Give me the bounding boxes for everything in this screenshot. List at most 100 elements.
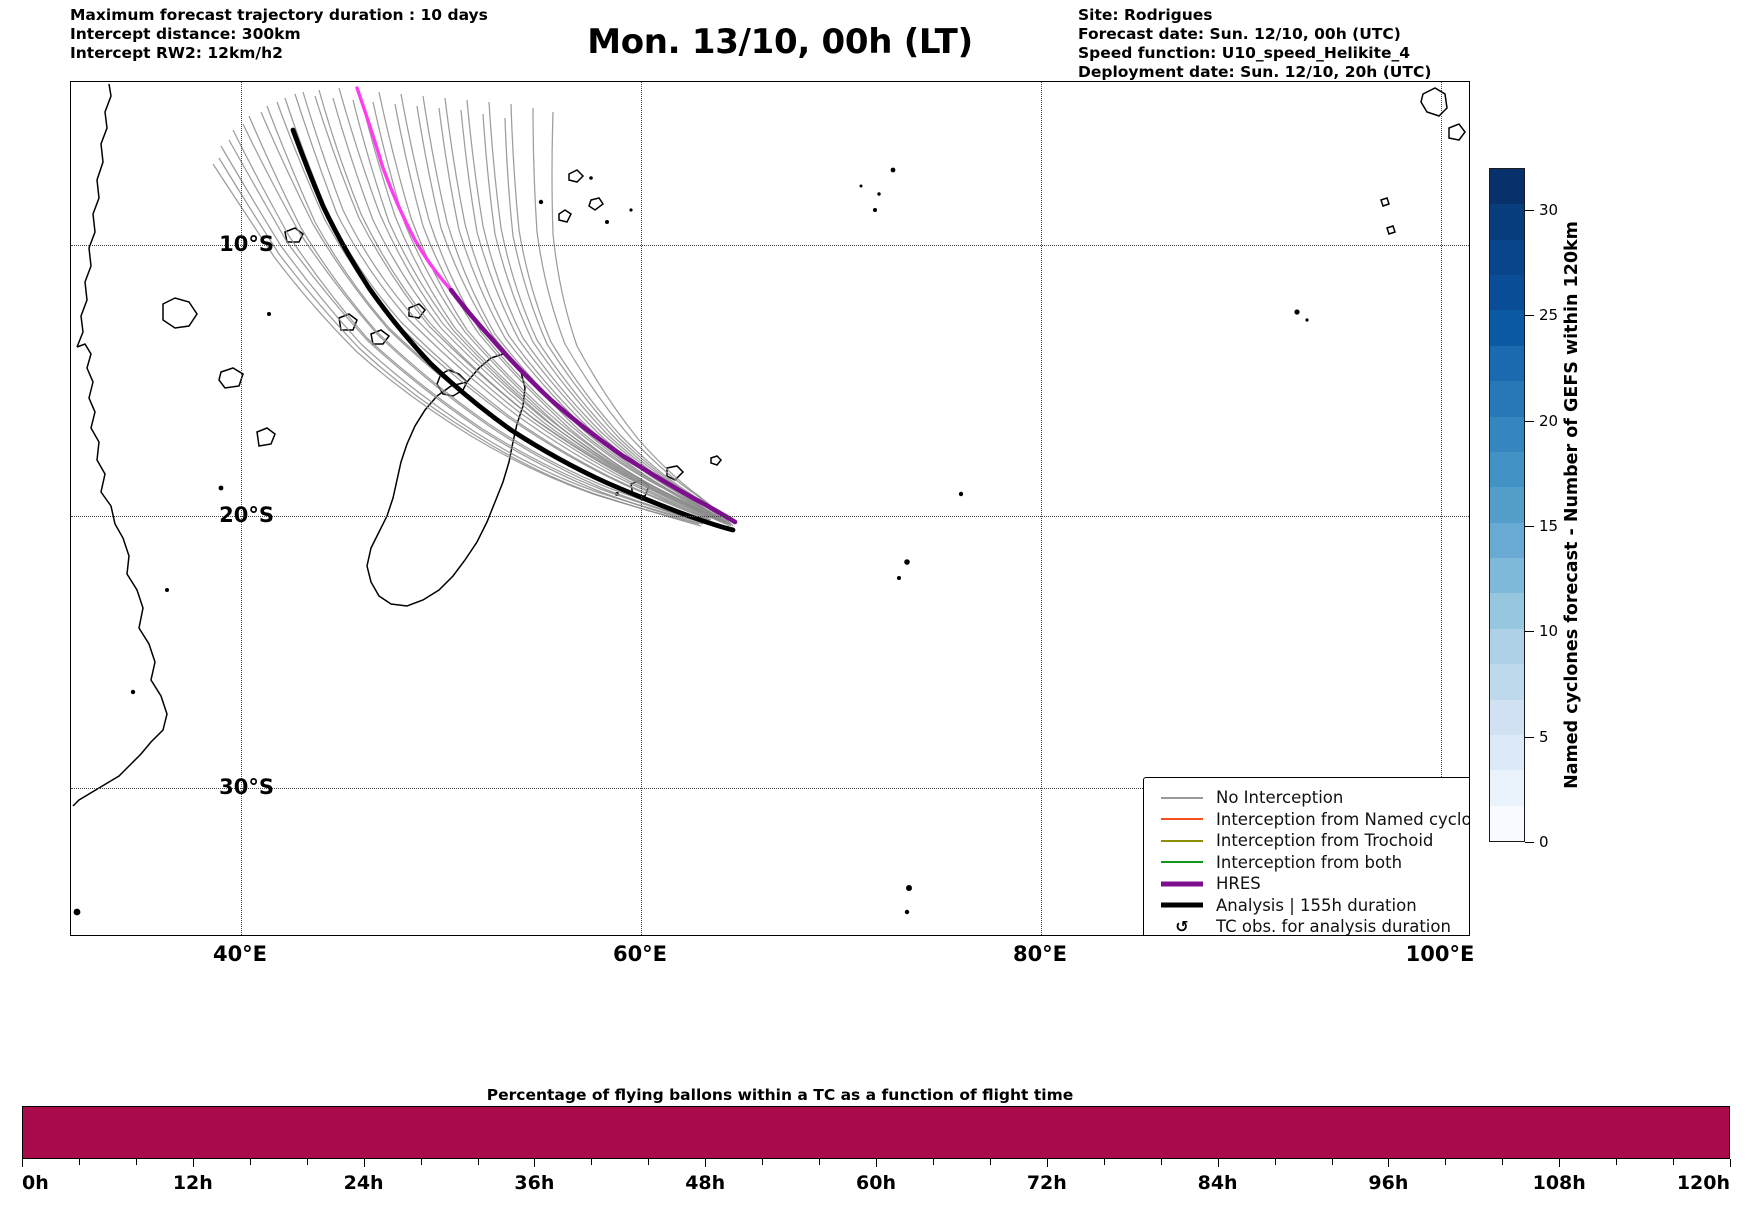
bar-ticklabel-12h: 12h xyxy=(172,1172,213,1194)
bar-tick-96h xyxy=(1388,1159,1390,1167)
bar-tick-48h xyxy=(705,1159,707,1167)
colorbar-ticklabel-0: 0 xyxy=(1539,833,1549,851)
legend-label-no-interception: No Interception xyxy=(1216,788,1344,807)
map-vector-layer xyxy=(72,83,1466,916)
colorbar-tick-0 xyxy=(1525,842,1534,843)
gridline-lat-30S xyxy=(71,788,1469,789)
legend-swatch-interception-named-cyclone xyxy=(1156,813,1208,825)
legend-label-analysis: Analysis | 155h duration xyxy=(1216,895,1417,915)
colorbar-tick-5 xyxy=(1525,737,1534,738)
analysis-track xyxy=(290,127,736,533)
colorbar-tick-30 xyxy=(1525,210,1534,211)
colorbar-ticklabel-15: 15 xyxy=(1539,517,1559,535)
cyclone-icon: ↺ xyxy=(1156,916,1208,936)
coastline-group xyxy=(72,83,1466,807)
gridline-lon-80 xyxy=(1041,82,1042,935)
flight-time-bar-axes[interactable] xyxy=(22,1106,1730,1159)
ytick-label-30S: 30°S xyxy=(219,775,274,799)
gridline-lon-60 xyxy=(641,82,642,935)
bar-minortick xyxy=(1160,1159,1162,1165)
colorbar-ticklabel-30: 30 xyxy=(1539,201,1559,219)
colorbar[interactable]: 0 5 10 15 20 25 30 xyxy=(1489,168,1558,851)
bottom-bar-title: Percentage of flying ballons within a TC… xyxy=(486,1086,1074,1104)
bar-minortick xyxy=(762,1159,764,1165)
legend-label-tc-obs: TC obs. for analysis duration xyxy=(1216,917,1451,936)
bar-tick-36h xyxy=(534,1159,536,1167)
bar-ticklabel-36h: 36h xyxy=(514,1172,555,1194)
xtick-label-100E: 100°E xyxy=(1405,942,1475,966)
bar-minortick xyxy=(1103,1159,1105,1165)
colorbar-gradient xyxy=(1489,168,1525,842)
legend-item-tc-obs[interactable]: ↺ TC obs. for analysis duration xyxy=(1156,916,1464,936)
bar-ticklabel-120h: 120h xyxy=(1676,1172,1730,1194)
colorbar-tick-25 xyxy=(1525,315,1534,316)
legend-item-interception-trochoid[interactable]: Interception from Trochoid xyxy=(1156,830,1464,851)
colorbar-ticklabel-10: 10 xyxy=(1539,622,1559,640)
header-line-max-duration: Maximum forecast trajectory duration : 1… xyxy=(70,6,488,24)
header-line-intercept-distance: Intercept distance: 300km xyxy=(70,25,301,43)
legend-label-interception-both: Interception from both xyxy=(1216,852,1403,872)
island-dots xyxy=(73,167,1309,916)
legend-label-hres: HRES xyxy=(1216,874,1261,893)
header-line-forecast-date: Forecast date: Sun. 12/10, 00h (UTC) xyxy=(1078,25,1401,43)
colorbar-tick-15 xyxy=(1525,526,1534,527)
xtick-label-60E: 60°E xyxy=(612,942,668,966)
bar-minortick xyxy=(932,1159,934,1165)
bar-ticklabel-48h: 48h xyxy=(685,1172,726,1194)
hres-track xyxy=(448,287,738,525)
header-line-site: Site: Rodrigues xyxy=(1078,6,1213,24)
bar-ticklabel-84h: 84h xyxy=(1197,1172,1238,1194)
legend-label-interception-trochoid: Interception from Trochoid xyxy=(1216,831,1434,850)
xtick-label-80E: 80°E xyxy=(1012,942,1068,966)
legend-swatch-interception-trochoid xyxy=(1156,835,1208,847)
colorbar-ticklabel-25: 25 xyxy=(1539,306,1559,324)
header-left-info: Maximum forecast trajectory duration : 1… xyxy=(70,6,488,63)
xtick-label-40E: 40°E xyxy=(212,942,268,966)
gridline-lon-100 xyxy=(1441,82,1442,935)
cyclone-icon-glyph: ↺ xyxy=(1175,916,1189,936)
bar-ticklabel-60h: 60h xyxy=(856,1172,896,1194)
header-right-info: Site: Rodrigues Forecast date: Sun. 12/1… xyxy=(1078,6,1431,82)
bar-tick-12h xyxy=(192,1159,194,1167)
legend-item-interception-named-cyclone[interactable]: Interception from Named cyclone xyxy=(1156,809,1469,830)
map-plot-area[interactable]: No Interception Interception from Named … xyxy=(70,81,1470,936)
colorbar-title: Named cyclones forecast - Number of GEFS… xyxy=(1560,168,1584,842)
map-legend[interactable]: No Interception Interception from Named … xyxy=(1143,777,1469,936)
ytick-label-20S: 20°S xyxy=(219,503,274,527)
colorbar-tick-20 xyxy=(1525,421,1534,422)
legend-swatch-hres xyxy=(1156,878,1208,890)
legend-swatch-interception-both xyxy=(1156,856,1208,868)
bar-ticklabel-108h: 108h xyxy=(1532,1172,1586,1194)
gridline-lon-40 xyxy=(241,82,242,935)
bar-minortick xyxy=(477,1159,479,1165)
bar-tick-108h xyxy=(1559,1159,1561,1167)
page-title: Mon. 13/10, 00h (LT) xyxy=(587,22,973,62)
legend-item-interception-both[interactable]: Interception from both xyxy=(1156,852,1464,873)
bar-minortick xyxy=(591,1159,593,1165)
bar-minortick xyxy=(78,1159,80,1165)
hres-deployment-track xyxy=(355,86,453,292)
flight-time-bar-fill xyxy=(23,1107,1729,1158)
bar-minortick xyxy=(1673,1159,1675,1165)
bar-minortick xyxy=(648,1159,650,1165)
legend-label-interception-named-cyclone: Interception from Named cyclone xyxy=(1216,809,1470,829)
bar-minortick xyxy=(420,1159,422,1165)
bar-tick-120h xyxy=(1730,1159,1731,1167)
bar-minortick xyxy=(989,1159,991,1165)
bar-minortick xyxy=(1445,1159,1447,1165)
colorbar-tick-10 xyxy=(1525,631,1534,632)
bar-minortick xyxy=(1274,1159,1276,1165)
bar-tick-72h xyxy=(1046,1159,1048,1167)
bar-minortick xyxy=(819,1159,821,1165)
legend-swatch-analysis xyxy=(1156,899,1208,911)
bar-minortick xyxy=(249,1159,251,1165)
header-line-intercept-rw2: Intercept RW2: 12km/h2 xyxy=(70,44,283,62)
bar-ticklabel-96h: 96h xyxy=(1368,1172,1409,1194)
legend-item-hres[interactable]: HRES xyxy=(1156,873,1464,894)
ensemble-track-group xyxy=(212,87,734,527)
legend-item-analysis[interactable]: Analysis | 155h duration xyxy=(1156,895,1464,916)
colorbar-ticklabel-5: 5 xyxy=(1539,728,1549,746)
bar-ticklabel-24h: 24h xyxy=(343,1172,384,1194)
bar-ticklabel-72h: 72h xyxy=(1026,1172,1067,1194)
legend-item-no-interception[interactable]: No Interception xyxy=(1156,787,1464,808)
